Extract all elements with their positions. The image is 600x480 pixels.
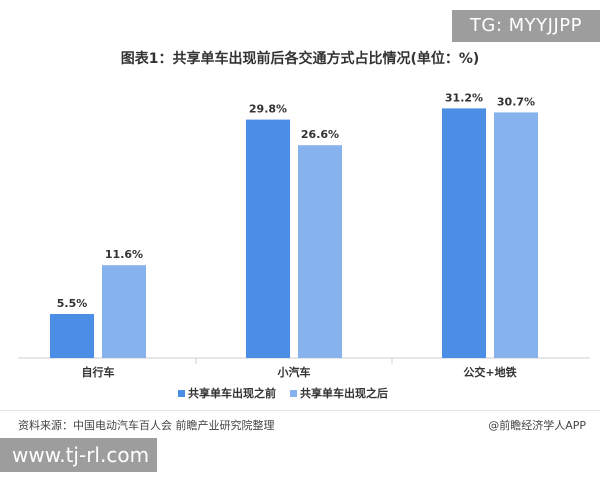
chart-title: 图表1：共享单车出现前后各交通方式占比情况(单位：%) [120,51,480,67]
bar-after-0 [102,265,146,358]
bar-value-label: 11.6% [105,248,143,261]
bar-after-1 [298,145,342,358]
bar-value-label: 30.7% [497,95,535,108]
bar-before-1 [246,119,290,358]
legend-swatch-before [178,389,185,397]
chart-legend: 共享单车出现之前 共享单车出现之后 [178,385,388,401]
credit-note: @前瞻经济学人APP [488,419,586,432]
legend-swatch-after [290,389,297,397]
legend-item-before: 共享单车出现之前 [178,385,276,401]
legend-label-before: 共享单车出现之前 [188,387,276,400]
tg-badge: TG: MYYJJPP [451,10,600,42]
source-note: 资料来源：中国电动汽车百人会 前瞻产业研究院整理 [18,419,275,432]
bar-value-label: 31.2% [445,91,483,104]
x-tick-label: 公交+地铁 [463,365,516,379]
bar-value-label: 5.5% [57,297,88,310]
url-badge: www.tj-rl.com [0,438,158,472]
x-tick-label: 小汽车 [277,365,311,379]
legend-label-after: 共享单车出现之后 [300,387,388,400]
x-tick-label: 自行车 [82,365,115,379]
bar-before-0 [50,314,94,358]
bar-after-2 [494,112,538,359]
bar-value-label: 29.8% [249,103,287,116]
legend-item-after: 共享单车出现之后 [290,385,388,401]
bar-value-label: 26.6% [301,128,339,141]
footer-divider [0,410,600,411]
bar-before-2 [442,108,486,359]
